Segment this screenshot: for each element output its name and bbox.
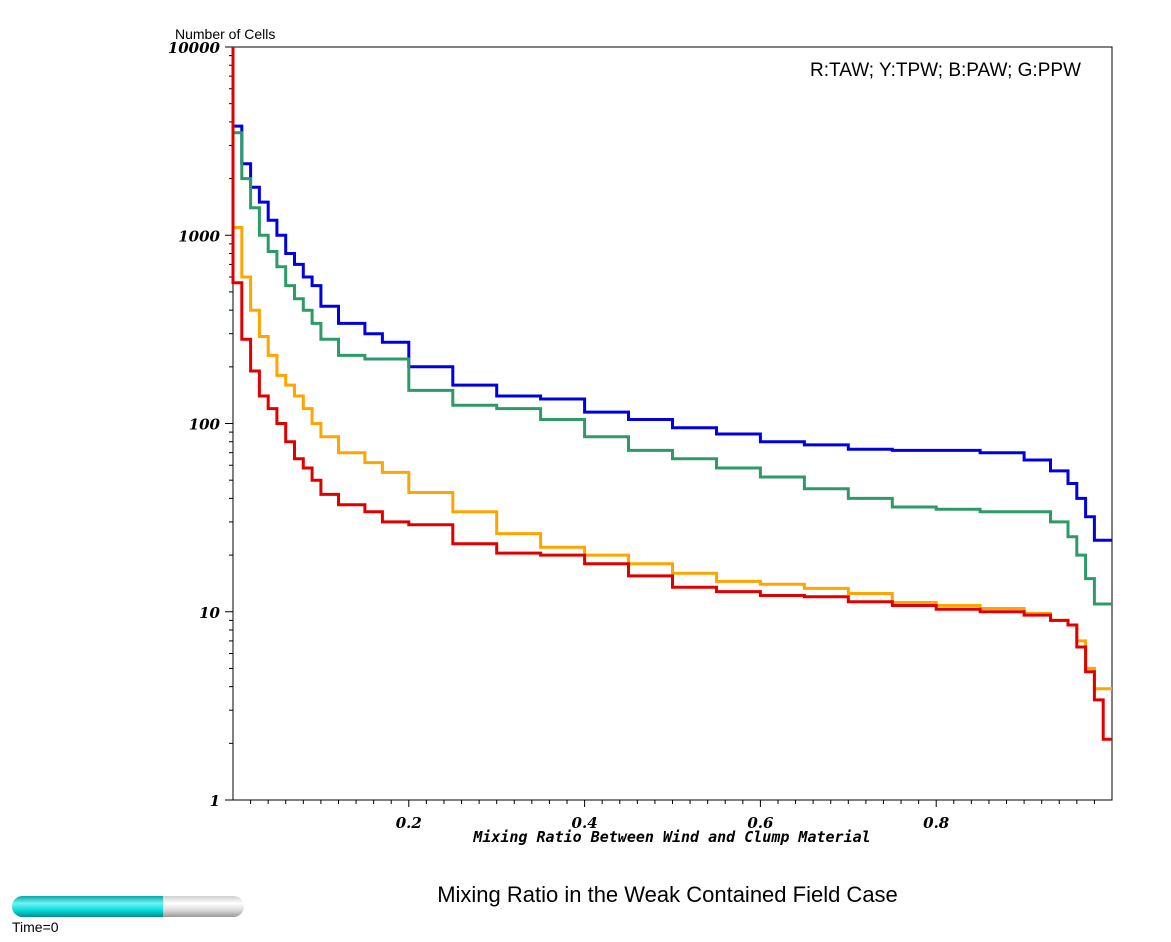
y-axis-label: Number of Cells <box>175 26 275 42</box>
series-line-y <box>231 47 1112 691</box>
series-line-b <box>231 47 1112 542</box>
y-tick-label: 10000 <box>168 39 221 57</box>
time-progress-fill <box>12 896 163 917</box>
chart: 0.2 0.4 0.6 0.8 10000 1000 100 10 1 Number of Ce… <box>168 26 1113 846</box>
y-tick-label: 10 <box>199 604 220 622</box>
tick-labels: 0.2 0.4 0.6 0.8 10000 1000 100 10 1 <box>168 39 950 832</box>
legend-annotation: R:TAW; Y:TPW; B:PAW; G:PPW <box>810 60 1081 81</box>
time-label: Time=0 <box>12 919 59 935</box>
series-line-r <box>231 47 1112 741</box>
axis-ticks <box>225 46 1095 807</box>
y-tick-label: 1000 <box>178 227 220 245</box>
y-tick-label: 100 <box>189 416 221 434</box>
x-tick-label: 0.4 <box>572 814 598 832</box>
chart-caption: Mixing Ratio in the Weak Contained Field… <box>437 882 898 907</box>
y-tick-label: 1 <box>210 792 220 810</box>
time-progress-bar[interactable] <box>12 896 244 917</box>
x-tick-label: 0.2 <box>396 814 422 832</box>
x-tick-label: 0.8 <box>923 814 950 832</box>
series-line-g <box>231 47 1112 606</box>
x-tick-label: 0.6 <box>747 814 774 832</box>
x-axis-label: Mixing Ratio Between Wind and Clump Mate… <box>472 828 870 846</box>
series-lines <box>231 47 1112 741</box>
